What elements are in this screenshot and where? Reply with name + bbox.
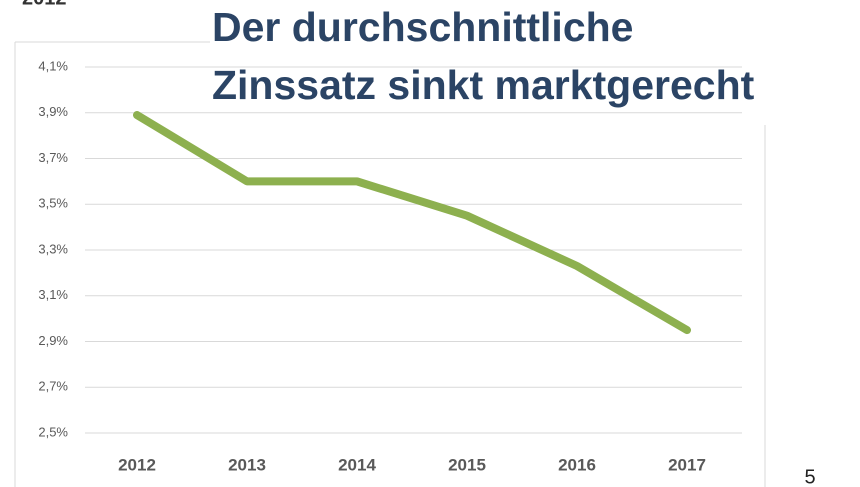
x-tick-label: 2014 [338, 455, 376, 474]
y-tick-label: 2,7% [38, 379, 68, 394]
x-tick-label: 2016 [558, 455, 596, 474]
data-line [133, 111, 691, 335]
y-tick-label: 3,9% [38, 104, 68, 119]
x-tick-label: 2015 [448, 455, 486, 474]
y-tick-label: 3,7% [38, 150, 68, 165]
y-tick-label: 3,3% [38, 241, 68, 256]
x-tick-label: 2012 [118, 455, 156, 474]
chart-title-line: Der durchschnittliche [212, 4, 633, 50]
chart-title-line: Zinssatz sinkt marktgerecht [212, 62, 755, 108]
y-tick-label: 3,1% [38, 287, 68, 302]
y-tick-label: 2,9% [38, 333, 68, 348]
y-tick-label: 2,5% [38, 424, 68, 439]
x-tick-label: 2013 [228, 455, 266, 474]
y-tick-label: 3,5% [38, 196, 68, 211]
x-tick-label: 2017 [668, 455, 706, 474]
plot: 2,5% 2,7% 2,9% 3,1% 3,3% 3,5% 3,7% 3,9% 4,1% 2012… [38, 58, 742, 474]
header-fragment: 2012 [22, 0, 67, 9]
y-tick-label: 4,1% [38, 58, 68, 73]
page-number: 5 [804, 466, 815, 487]
